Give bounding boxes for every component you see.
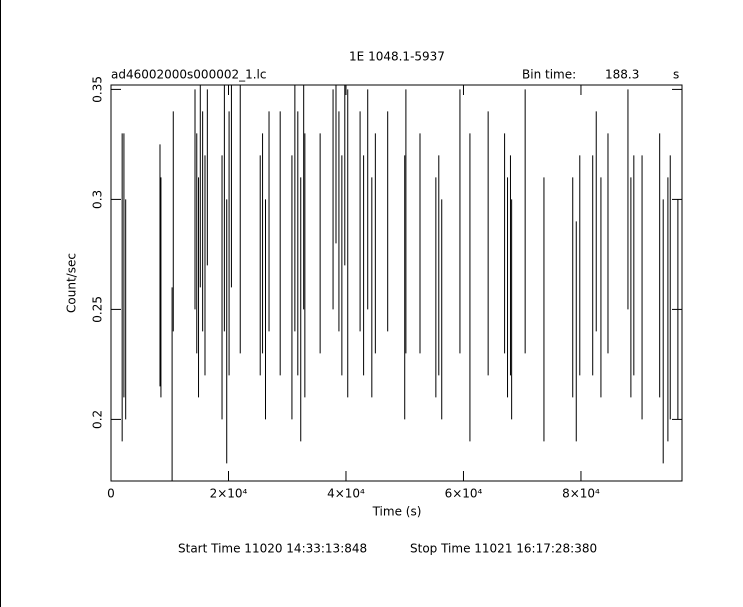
stop-time: Stop Time 11021 16:17:28:380 [410,542,597,556]
y-tick-label: 0.35 [91,76,105,103]
y-tick-label: 0.3 [91,190,105,209]
x-tick-label: 0 [107,487,115,501]
x-tick-label: 4×10⁴ [327,487,365,501]
y-tick-label: 0.25 [91,296,105,323]
file-label: ad46002000s000002_1.lc [111,68,267,82]
x-tick-label: 8×10⁴ [562,487,600,501]
x-tick-label: 2×10⁴ [210,487,248,501]
start-time: Start Time 11020 14:33:13:848 [178,542,367,556]
plot-frame [110,84,683,482]
bin-time-label: Bin time: [522,68,576,82]
x-axis-label: Time (s) [372,505,422,519]
chart-title: 1E 1048.1-5937 [349,50,445,64]
y-axis-label: Count/sec [65,253,79,313]
bin-time: 188.3 [605,68,639,82]
y-tick-label: 0.2 [91,410,105,429]
data-layer [121,85,679,481]
bin-time-unit: s [673,68,679,82]
x-tick-label: 6×10⁴ [445,487,483,501]
